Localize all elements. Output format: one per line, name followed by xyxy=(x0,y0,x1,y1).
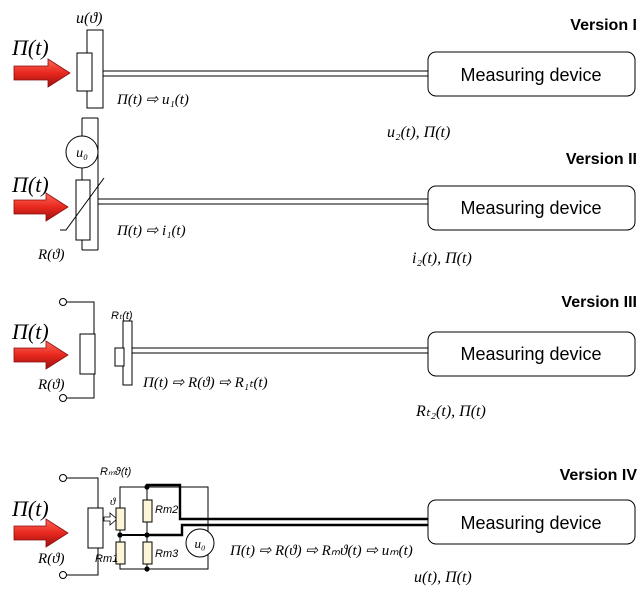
rm-theta-resistor xyxy=(115,507,126,531)
input-arrow-icon xyxy=(13,518,69,548)
output-label-2: i₂(t), Π(t) xyxy=(412,250,472,267)
rm1-resistor xyxy=(115,541,126,565)
sensor-element xyxy=(76,52,93,92)
terminal xyxy=(59,394,67,402)
lead-resistor xyxy=(114,347,125,367)
input-label: Π(t) xyxy=(11,35,49,60)
source-label-1: u₀ xyxy=(76,146,88,161)
voltage-source-2 xyxy=(185,528,215,558)
input-arrow-icon xyxy=(13,340,69,370)
device-label-2: Measuring device xyxy=(460,198,601,218)
sensor-label-3: R(ϑ) xyxy=(37,377,65,393)
terminal xyxy=(59,571,67,579)
input-label-3: Π(t) xyxy=(11,319,49,344)
version-1: Version I u(ϑ) Π(t) Measuring device Π(t… xyxy=(11,10,637,141)
line-label-1: Π(t) ⇨ u₁(t) xyxy=(116,92,189,108)
sensor-resistor-3 xyxy=(79,333,96,375)
version-4-title: Version IV xyxy=(560,467,638,484)
version-4: Version IV Rₘϑ(t) Π(t) R(ϑ) ϑ Rm2 Rm1 Rm… xyxy=(11,466,637,586)
thermistor xyxy=(75,179,91,241)
rm3-resistor xyxy=(142,541,153,565)
output-label-3: Rₜ₂(t), Π(t) xyxy=(415,403,486,420)
measuring-device-1 xyxy=(427,51,636,97)
output-label-1: u₂(t), Π(t) xyxy=(387,124,450,141)
sensor-label-2: R(ϑ) xyxy=(37,247,65,263)
version-2: Version II u₀ Π(t) R(ϑ) Measuring device… xyxy=(11,117,637,267)
measuring-device-4 xyxy=(427,499,636,545)
version-1-title: Version I xyxy=(570,17,637,34)
version-2-title: Version II xyxy=(566,151,637,168)
rm2-label: Rm2 xyxy=(155,504,178,516)
line-label-2: Π(t) ⇨ i₁(t) xyxy=(116,223,186,239)
rm2-resistor xyxy=(142,499,153,523)
lead-label-4: Rₘϑ(t) xyxy=(100,466,132,478)
source-label-4: u₀ xyxy=(194,536,205,551)
rm1-label: Rm1 xyxy=(95,553,118,565)
device-label-1: Measuring device xyxy=(460,65,601,85)
device-label-3: Measuring device xyxy=(460,344,601,364)
coupling-arrow-icon xyxy=(103,512,118,526)
terminal xyxy=(59,298,67,306)
measuring-device-3 xyxy=(427,331,636,377)
sensor-label-4: R(ϑ) xyxy=(37,551,65,567)
line-label-3: Π(t) ⇨ R(ϑ) ⇨ R₁ₜ(t) xyxy=(142,375,268,391)
sensor-resistor-4 xyxy=(87,507,104,549)
input-label-2: Π(t) xyxy=(11,172,49,197)
line-label-4: Π(t) ⇨ R(ϑ) ⇨ Rₘϑ(t) ⇨ uₘ(t) xyxy=(229,543,413,559)
input-arrow-icon xyxy=(13,192,69,222)
terminal xyxy=(59,474,67,482)
device-label-4: Measuring device xyxy=(460,513,601,533)
version-3: Version III Π(t) R(ϑ) Rₜ(t) Measuring de… xyxy=(11,294,637,420)
measuring-device-2 xyxy=(427,185,636,231)
lead-label-3: Rₜ(t) xyxy=(111,310,133,322)
output-label-4: u(t), Π(t) xyxy=(414,569,472,586)
theta-label: ϑ xyxy=(110,496,116,508)
rm3-label: Rm3 xyxy=(155,548,179,560)
sensor-label: u(ϑ) xyxy=(76,10,103,27)
input-label-4: Π(t) xyxy=(11,496,49,521)
version-3-title: Version III xyxy=(561,294,637,311)
input-arrow-icon xyxy=(13,58,71,88)
variable-arrow xyxy=(60,177,105,231)
